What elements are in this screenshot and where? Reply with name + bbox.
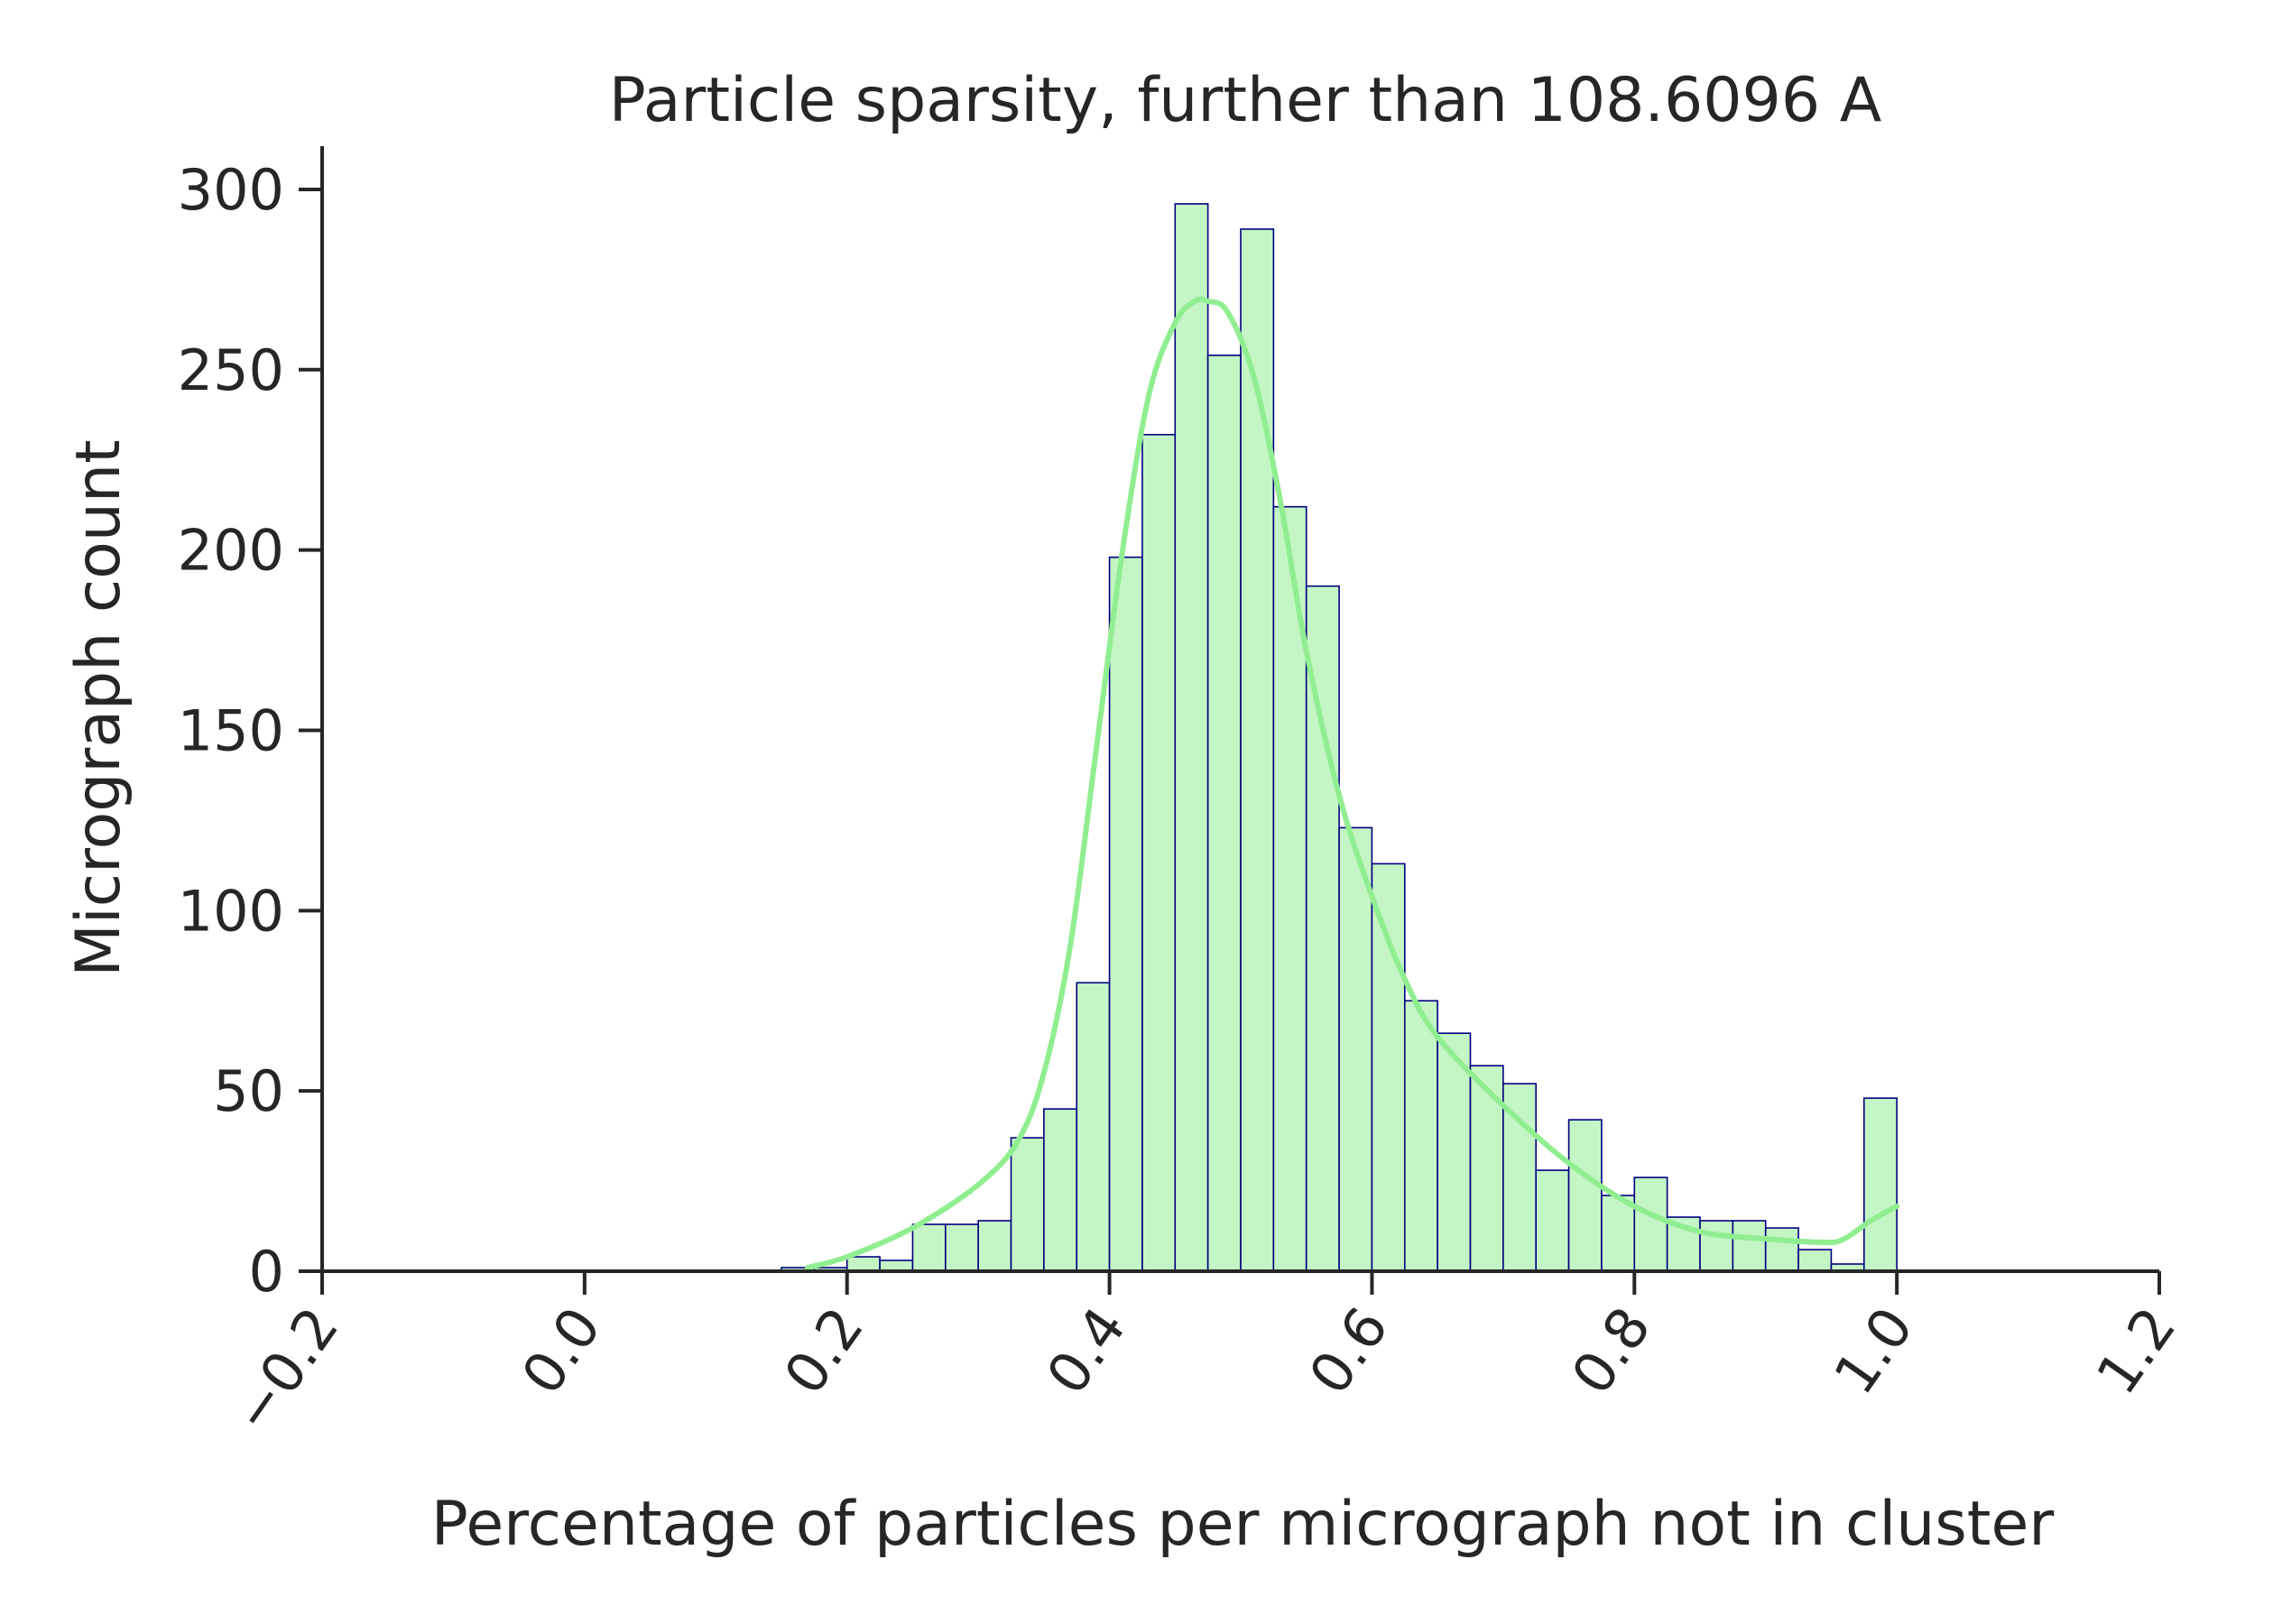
histogram-bar <box>1601 1195 1636 1272</box>
histogram-bar <box>977 1220 1012 1272</box>
histogram-bar <box>1437 1032 1472 1272</box>
histogram-bar <box>1076 982 1111 1272</box>
y-tick-label: 250 <box>178 337 284 403</box>
x-tick-label: 1.2 <box>2084 1296 2188 1407</box>
histogram-bar <box>1240 228 1275 1272</box>
histogram-bar <box>1797 1249 1833 1272</box>
kde-curve <box>805 296 1900 1270</box>
y-axis-ticks: 0 50 100 150 200 250 300 <box>178 157 322 1305</box>
y-tick-label: 150 <box>178 697 284 763</box>
histogram-bar <box>1469 1065 1504 1272</box>
histogram-bar <box>944 1223 979 1272</box>
x-axis-title: Percentage of particles per micrograph n… <box>431 1489 2055 1560</box>
histogram-bar <box>1043 1108 1078 1272</box>
x-tick-label: 1.0 <box>1821 1296 1926 1407</box>
y-tick-label: 300 <box>178 157 284 223</box>
histogram-bar <box>1403 1000 1438 1272</box>
x-tick-label: 0.8 <box>1558 1296 1663 1407</box>
histogram-bar <box>1764 1227 1799 1272</box>
x-tick-label: 0.4 <box>1034 1296 1139 1407</box>
histogram-bar <box>1633 1176 1668 1272</box>
x-tick-label: 0.6 <box>1296 1296 1400 1407</box>
histogram-bar <box>1174 203 1209 1272</box>
histogram-bar <box>1141 433 1177 1272</box>
histogram-bar <box>1699 1220 1734 1272</box>
histogram-bar <box>845 1256 881 1272</box>
y-tick-label: 100 <box>178 878 284 944</box>
histogram-bar <box>1535 1169 1570 1272</box>
x-tick-label: 0.2 <box>772 1296 876 1407</box>
histogram-bar <box>1862 1097 1898 1272</box>
histogram-bar <box>1108 556 1143 1272</box>
y-tick-label: 200 <box>178 518 284 584</box>
y-tick-label: 0 <box>249 1239 284 1305</box>
x-axis-ticks: −0.2 0.0 0.2 0.4 0.6 0.8 1.0 1.2 <box>219 1271 2188 1444</box>
x-tick-label: −0.2 <box>219 1296 351 1444</box>
histogram-bar <box>1732 1220 1767 1272</box>
histogram-bar <box>1338 826 1373 1272</box>
x-tick-label: 0.0 <box>509 1296 614 1407</box>
histogram-bar <box>1305 585 1340 1272</box>
histogram-bar <box>911 1223 947 1272</box>
histogram-bar <box>1567 1119 1603 1272</box>
histogram-bars <box>781 203 1898 1272</box>
y-axis-title: Micrograph count <box>63 439 134 977</box>
y-tick-label: 50 <box>213 1058 284 1124</box>
histogram-bar <box>1010 1137 1045 1272</box>
histogram-bar <box>1206 355 1242 1272</box>
histogram-bar <box>1371 863 1406 1272</box>
chart-title: Particle sparsity, further than 108.6096… <box>609 65 1881 136</box>
